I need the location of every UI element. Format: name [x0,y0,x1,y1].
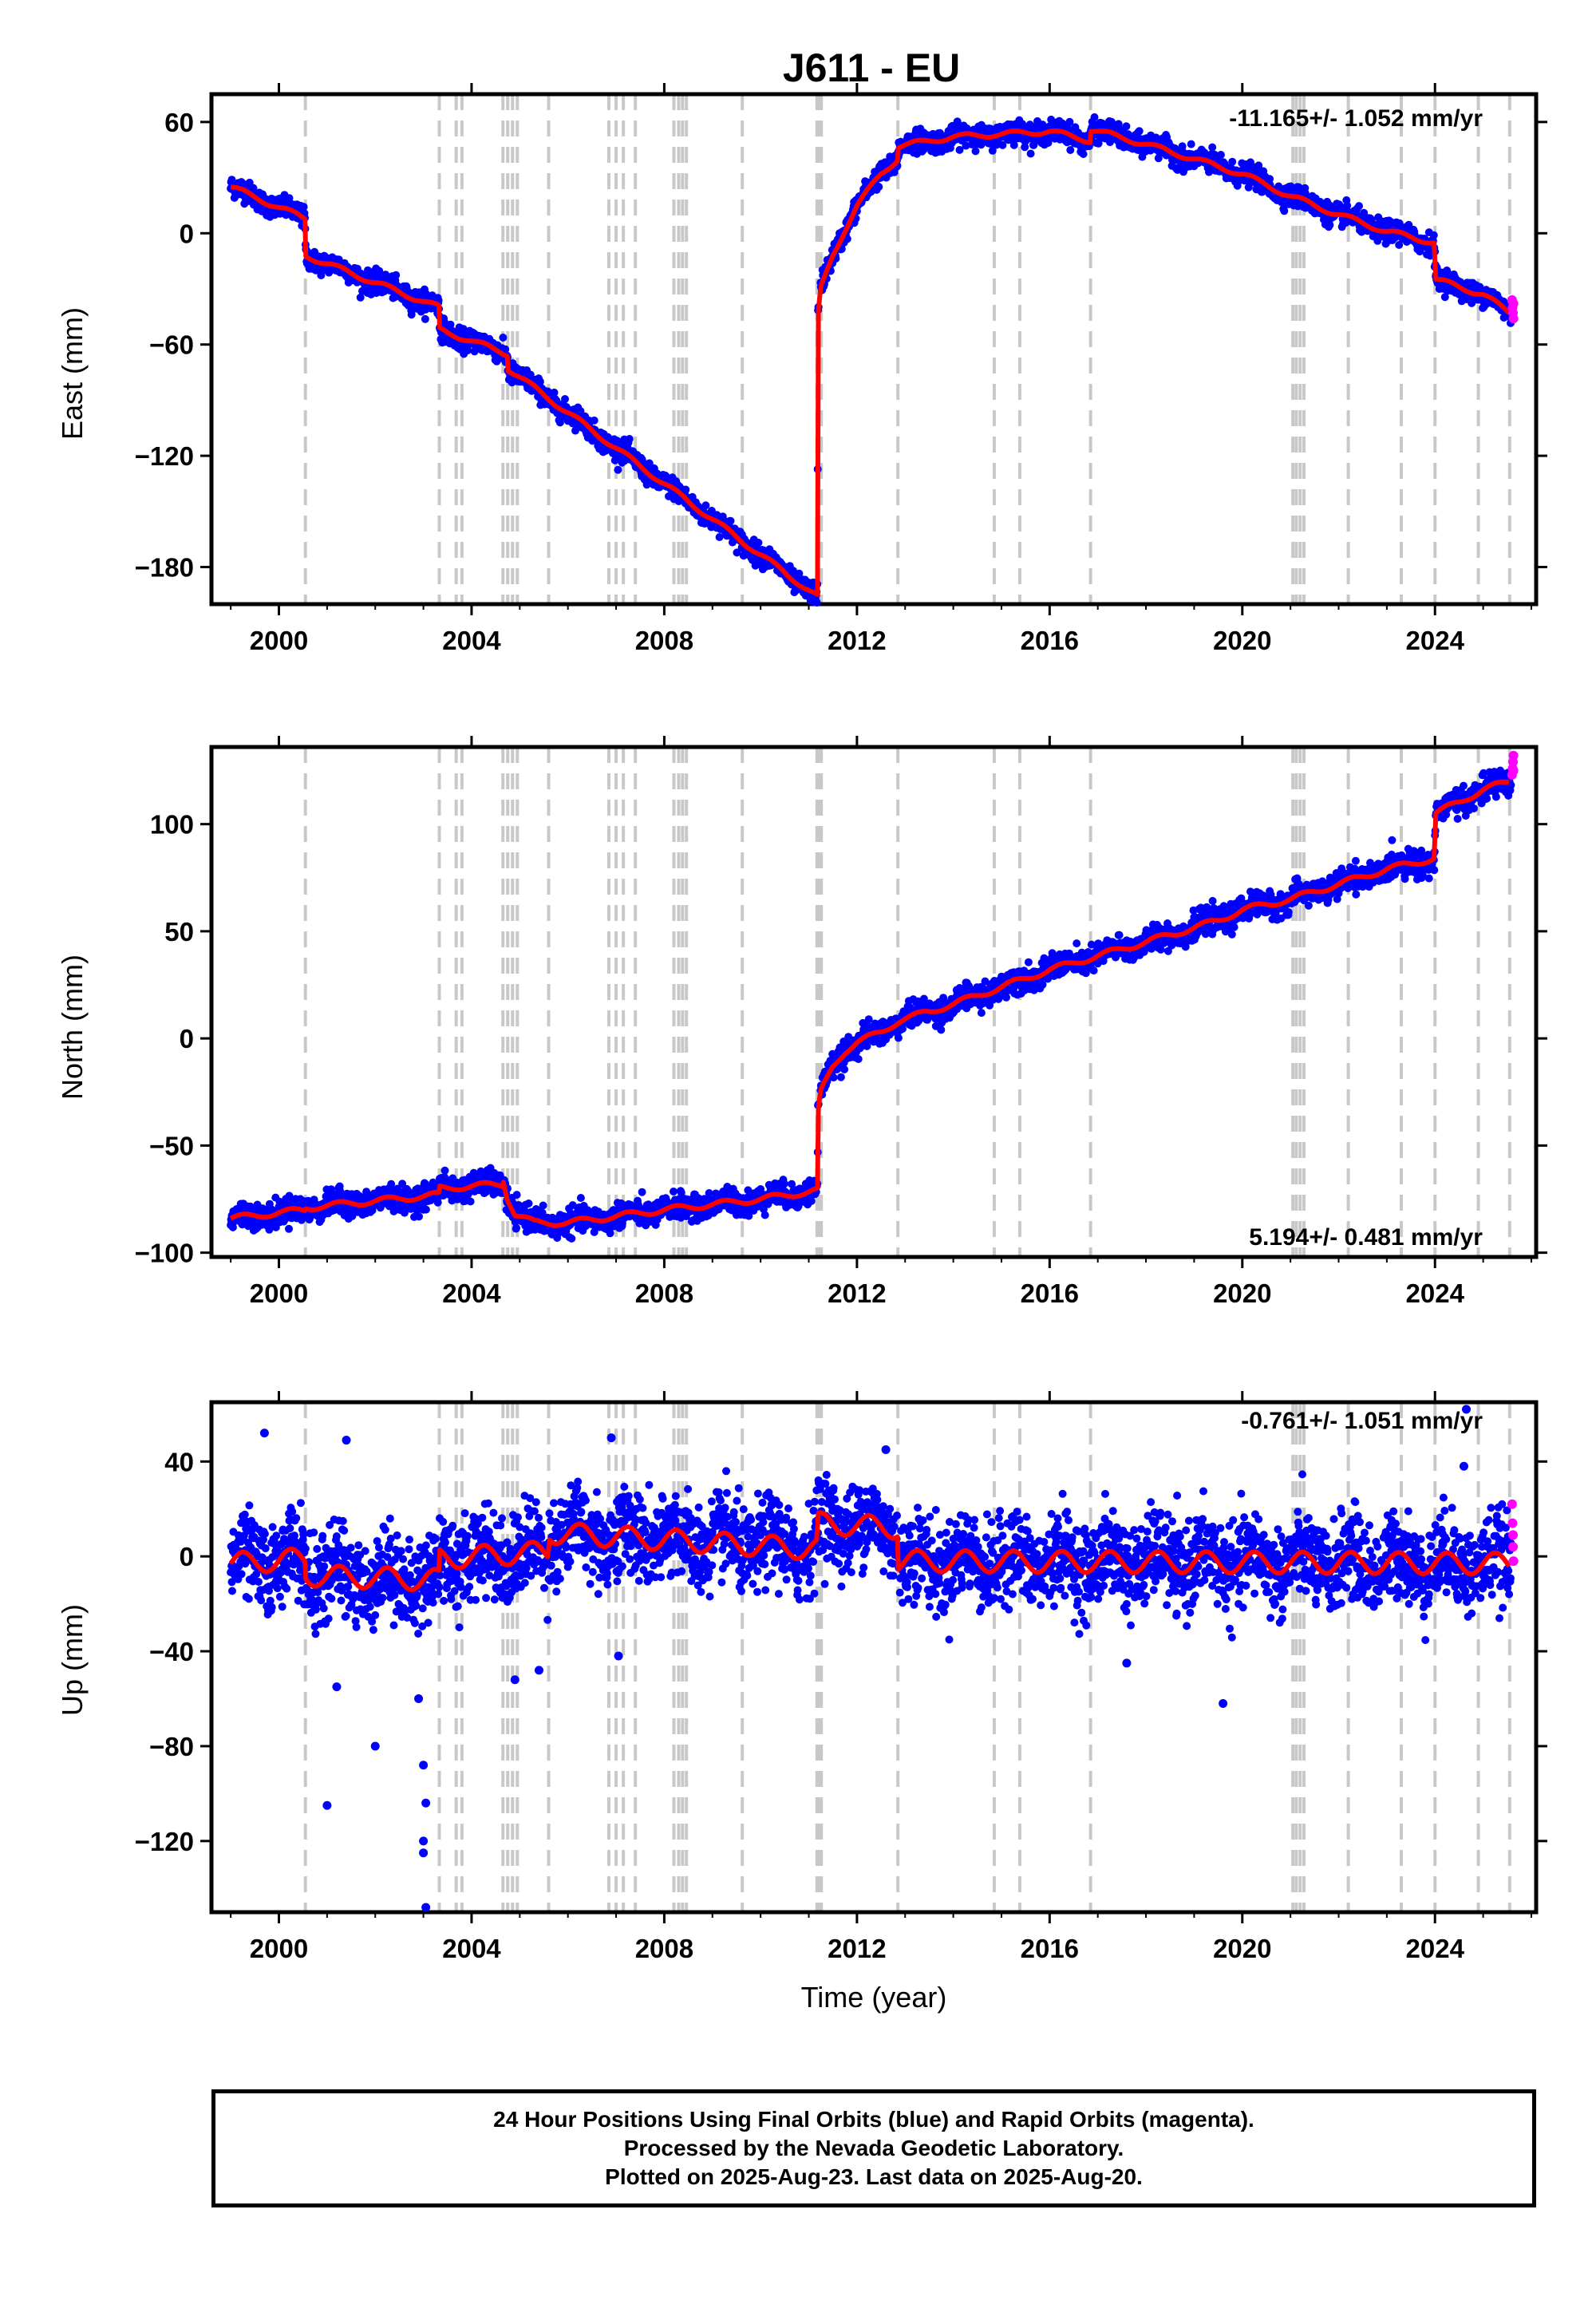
east-final-point [701,501,710,510]
east-xtick-label: 2016 [1021,626,1079,655]
chart-title: J611 - EU [783,45,960,90]
north-final-point [512,1191,521,1199]
east-final-point [875,183,883,192]
north-final-points [227,766,1515,1243]
east-final-point [407,310,416,319]
north-frame [209,745,1539,1259]
east-ytick-label: −120 [135,441,194,471]
north-final-point [539,1201,547,1210]
east-frame [209,92,1539,607]
east-final-point [1228,157,1237,166]
east-rate-label: -11.165+/- 1.052 mm/yr [1229,105,1483,132]
east-final-point [1280,207,1289,215]
north-final-point [670,1188,678,1196]
north-final-point [466,1197,475,1206]
east-xtick-label: 2008 [635,626,693,655]
east-final-point [535,377,544,386]
east-xtick-label: 2000 [250,626,308,655]
east-rapid-point [1508,314,1519,324]
north-final-point [512,1223,521,1232]
east-final-point [971,147,980,156]
east-final-point [299,203,308,211]
east-final-point [1090,113,1099,121]
east-xtick-label: 2024 [1406,626,1465,655]
east-final-point [614,465,622,474]
east-final-point [1026,149,1035,158]
east-ytick-label: 0 [180,219,194,248]
east-final-point [681,485,690,494]
east-final-point [1429,231,1438,239]
east-final-point [812,599,821,607]
east-final-point [499,334,508,342]
north-final-point [415,1212,423,1221]
east-panel: 2000 2004 2008 2012 2016 2020 2024 60 0 −60 −120 −1… [56,83,1547,655]
north-final-point [638,1188,646,1196]
east-final-point [726,516,735,525]
east-final-point [754,539,763,547]
north-final-point [421,1205,430,1214]
east-rapid-point [1508,298,1519,309]
east-final-point [1208,143,1217,152]
north-final-point [576,1194,585,1202]
north-panel: 2000 2004 2008 2012 2016 2020 2024100500−50−10… [56,736,1547,1308]
east-ytick-label: −180 [135,553,194,583]
east-final-point [625,435,634,443]
east-final-point [1325,220,1334,229]
east-final-point [1079,150,1088,158]
north-final-point [606,1229,614,1238]
north-final-point [524,1199,533,1207]
east-final-point [1122,122,1131,131]
east-ylabel: East (mm) [56,307,89,440]
east-final-point [392,271,401,279]
east-final-point [356,293,365,302]
north-final-point [567,1234,576,1243]
east-final-point [1216,151,1225,159]
east-final-point [1355,202,1363,211]
east-ytick-label: −60 [149,330,194,360]
east-final-point [463,346,472,355]
east-rapid-points [1507,294,1519,324]
east-final-point [285,194,294,203]
north-final-point [440,1166,449,1175]
east-final-point [1066,146,1075,154]
east-final-point [561,395,569,403]
east-xtick-label: 2004 [442,626,501,655]
east-final-point [1135,127,1144,136]
east-xtick-label: 2012 [828,626,886,655]
east-axes [200,83,1547,615]
east-final-point [421,314,429,323]
east-final-point [590,416,598,425]
east-xtick-label: 2020 [1213,626,1271,655]
east-final-point [1187,140,1195,148]
east-ytick-label: 60 [164,108,194,137]
north-final-point [285,1224,293,1233]
